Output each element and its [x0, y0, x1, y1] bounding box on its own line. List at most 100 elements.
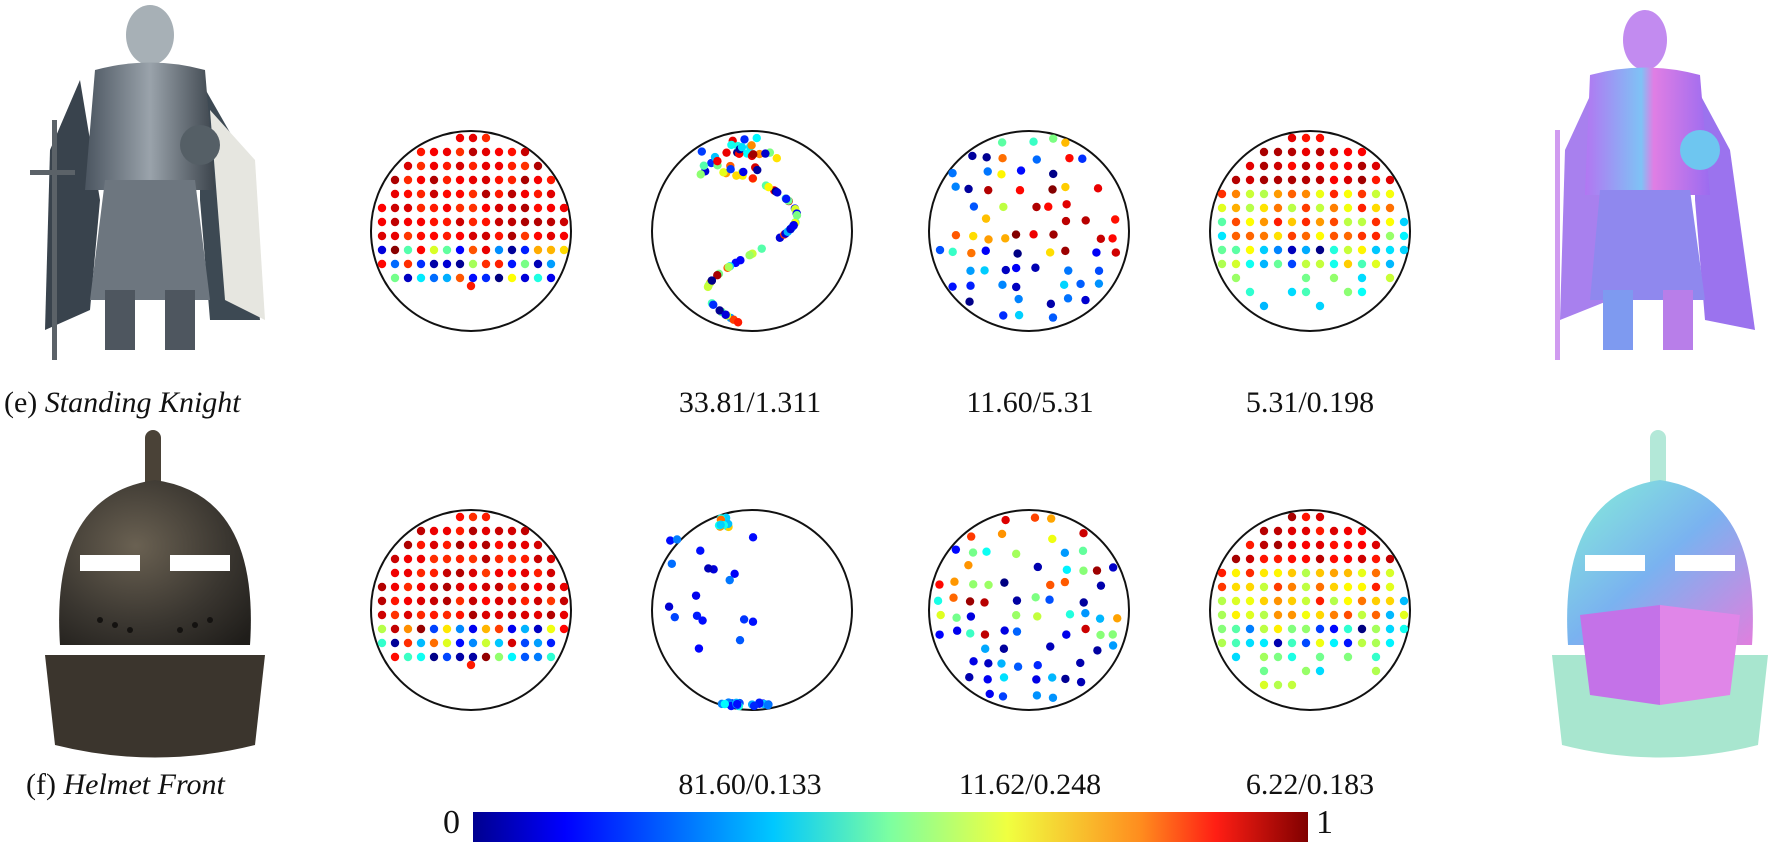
- scatter-point: [724, 262, 733, 272]
- scatter-point: [390, 175, 400, 185]
- scatter-point: [1108, 630, 1117, 639]
- scatter-point: [520, 568, 530, 578]
- scatter-point: [455, 582, 465, 592]
- scatter-point: [1259, 175, 1269, 185]
- scatter-point: [520, 540, 530, 550]
- scatter-point: [416, 175, 426, 185]
- scatter-point: [1315, 133, 1325, 143]
- scatter-point: [1315, 624, 1325, 634]
- scatter-point: [520, 259, 530, 269]
- gamut-circle: [651, 509, 853, 711]
- scatter-point: [999, 644, 1009, 653]
- scatter-point: [429, 638, 439, 648]
- scatter-point: [403, 652, 413, 662]
- scatter-point: [725, 575, 734, 585]
- scatter-point: [964, 560, 973, 570]
- scatter-point: [745, 251, 754, 260]
- scatter-point: [1315, 161, 1325, 171]
- scatter-point: [481, 217, 491, 227]
- scatter-point: [468, 203, 478, 213]
- scatter-point: [1357, 273, 1367, 283]
- scatter-point: [1371, 582, 1381, 592]
- scatter-point: [468, 652, 478, 662]
- scatter-point: [494, 273, 504, 283]
- scatter-point: [1046, 514, 1056, 523]
- scatter-point: [983, 167, 992, 176]
- scatter-point: [390, 582, 400, 592]
- scatter-point: [455, 568, 465, 578]
- scatter-point: [1259, 231, 1269, 241]
- scatter-point: [546, 568, 556, 578]
- scatter-point: [1245, 624, 1255, 634]
- scatter-point: [1371, 245, 1381, 255]
- caption-title: Helmet Front: [63, 768, 225, 801]
- scatter-point: [442, 568, 452, 578]
- scatter-point: [1045, 595, 1054, 604]
- scatter-point: [699, 161, 709, 170]
- scatter-point: [546, 652, 556, 662]
- scatter-point: [1343, 526, 1353, 536]
- scatter-point: [1357, 624, 1367, 634]
- scatter-point: [1301, 540, 1311, 550]
- scatter-point: [1273, 610, 1283, 620]
- scatter-point: [1399, 610, 1409, 620]
- scatter-point: [455, 217, 465, 227]
- scatter-point: [1092, 566, 1102, 575]
- scatter-point: [533, 624, 543, 634]
- gamut-circle: [370, 130, 572, 332]
- scatter-point: [1059, 280, 1069, 290]
- gamut-circle: [651, 130, 853, 332]
- scatter-point: [533, 217, 543, 227]
- scatter-point: [984, 659, 993, 668]
- scatter-point: [468, 582, 478, 592]
- scatter-point: [1108, 563, 1118, 572]
- scatter-point: [416, 596, 426, 606]
- scatter-point: [429, 568, 439, 578]
- scatter-point: [1245, 554, 1255, 564]
- scatter-point: [1245, 287, 1255, 297]
- scatter-point: [1033, 660, 1042, 670]
- scatter-point: [670, 612, 679, 622]
- plot-e-1: [651, 130, 853, 332]
- scatter-point: [1301, 161, 1311, 171]
- scatter-point: [1217, 259, 1227, 269]
- scatter-point: [520, 624, 530, 634]
- scatter-point: [533, 638, 543, 648]
- scatter-point: [1315, 175, 1325, 185]
- scatter-point: [507, 638, 517, 648]
- scatter-point: [455, 161, 465, 171]
- scatter-point: [1033, 612, 1042, 621]
- scatter-point: [1371, 161, 1381, 171]
- scatter-point: [481, 624, 491, 634]
- scatter-point: [429, 596, 439, 606]
- scatter-point: [390, 245, 400, 255]
- scatter-point: [1063, 294, 1073, 303]
- scatter-point: [1245, 245, 1255, 255]
- scatter-point: [733, 318, 743, 327]
- scatter-point: [792, 211, 802, 220]
- scatter-point: [666, 536, 675, 545]
- scatter-point: [1076, 279, 1085, 289]
- scatter-point: [455, 596, 465, 606]
- scatter-point: [1081, 608, 1090, 618]
- scatter-point: [533, 610, 543, 620]
- scatter-point: [1259, 582, 1269, 592]
- scatter-point: [1259, 540, 1269, 550]
- scatter-point: [1287, 610, 1297, 620]
- scatter-point: [494, 203, 504, 213]
- scatter-point: [1062, 630, 1071, 639]
- scatter-point: [1301, 568, 1311, 578]
- scatter-point: [442, 610, 452, 620]
- scatter-point: [1245, 175, 1255, 185]
- scatter-point: [1385, 259, 1395, 269]
- scatter-point: [468, 231, 478, 241]
- scatter-point: [1076, 658, 1085, 668]
- scatter-point: [520, 147, 530, 157]
- scatter-point: [1014, 310, 1024, 320]
- scatter-point: [455, 259, 465, 269]
- scatter-point: [984, 580, 993, 590]
- scatter-point: [1385, 203, 1395, 213]
- scatter-point: [1301, 526, 1311, 536]
- scatter-point: [468, 540, 478, 550]
- scatter-point: [1315, 666, 1325, 676]
